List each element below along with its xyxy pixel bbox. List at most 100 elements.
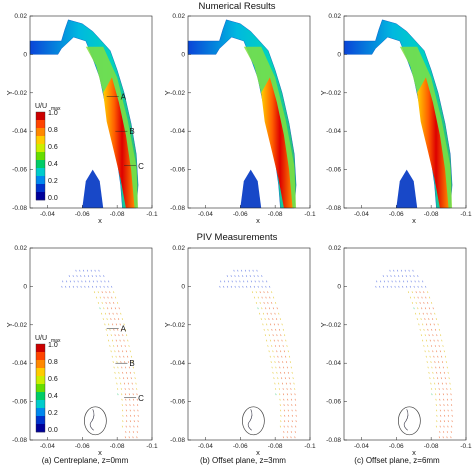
y-tick-label: -0.02	[170, 90, 185, 97]
y-axis-label: Y	[5, 322, 14, 327]
legend-level: 0.2	[48, 410, 58, 417]
y-tick-label: -0.08	[326, 205, 341, 212]
y-tick-label: -0.02	[12, 322, 27, 329]
panel-numerical-a: -0.04 -0.06 -0.08 -0.1 0.02 0 -0.02 -0.04 -0.06 -…	[5, 12, 158, 225]
x-tick-label: -0.04	[354, 443, 369, 450]
legend-level: 0.4	[48, 393, 58, 400]
flow-plot: -0.04 -0.06 -0.08 -0.1 0.02 0 -0.02 -0.04 -0.06 -…	[5, 13, 158, 225]
x-axis-label: x	[412, 216, 416, 225]
legend-level: 0.6	[48, 376, 58, 383]
legend-title: U/U	[35, 335, 47, 342]
flow-plot: -0.04 -0.06 -0.08 -0.1 0.02 0 -0.02 -0.04 -0.06 -…	[319, 13, 472, 225]
recirculation-swirl	[89, 409, 95, 431]
y-axis-label: Y	[163, 322, 172, 327]
high-velocity-jet	[103, 77, 135, 209]
legend-level: 0.2	[48, 178, 58, 185]
x-axis-label: x	[412, 448, 416, 457]
x-tick-label: -0.06	[233, 443, 248, 450]
x-tick-label: -0.06	[75, 443, 90, 450]
panel-numerical-c: -0.04 -0.06 -0.08 -0.1 0.02 0 -0.02 -0.04 -0.06 -…	[319, 12, 472, 225]
y-tick-label: -0.02	[326, 90, 341, 97]
y-tick-label: -0.04	[12, 360, 27, 367]
x-tick-label: -0.1	[146, 211, 158, 218]
x-tick-label: -0.1	[304, 443, 316, 450]
y-tick-label: -0.06	[170, 399, 185, 406]
x-axis-label: x	[98, 448, 102, 457]
x-axis-label: x	[256, 448, 260, 457]
x-axis-label: x	[98, 216, 102, 225]
legend-title-subscript: max	[51, 338, 61, 344]
x-tick-label: -0.1	[460, 443, 472, 450]
x-tick-label: -0.06	[75, 211, 90, 218]
y-tick-label: 0	[337, 51, 341, 58]
axes-frame	[187, 15, 311, 209]
x-tick-label: -0.08	[424, 443, 439, 450]
y-tick-label: -0.06	[12, 399, 27, 406]
y-tick-label: -0.04	[170, 128, 185, 135]
vector-field	[61, 269, 139, 439]
recirculation-region	[396, 169, 418, 208]
y-tick-label: 0.02	[328, 245, 341, 252]
y-tick-label: 0	[23, 283, 27, 290]
high-velocity-jet	[261, 77, 293, 209]
color-legend: 1.0 0.8 0.6 0.4 0.2 0.0 U/U max	[35, 103, 61, 202]
panel-numerical-b: -0.04 -0.06 -0.08 -0.1 0.02 0 -0.02 -0.04 -0.06 -…	[163, 12, 316, 225]
y-tick-label: -0.06	[170, 167, 185, 174]
x-tick-label: -0.04	[198, 211, 213, 218]
x-tick-label: -0.08	[110, 443, 125, 450]
legend-level: 1.0	[48, 110, 58, 117]
flow-plot: -0.04 -0.06 -0.08 -0.1 0.02 0 -0.02 -0.04 -0.06 -…	[5, 245, 158, 457]
y-tick-label: -0.02	[12, 90, 27, 97]
recirculation-region	[240, 169, 262, 208]
recirculation-circle	[398, 406, 421, 436]
y-tick-label: -0.08	[12, 437, 27, 444]
high-velocity-jet	[417, 77, 449, 209]
x-tick-label: -0.08	[268, 211, 283, 218]
annotation-c: C	[138, 394, 144, 403]
panel-piv-c: -0.04 -0.06 -0.08 -0.1 0.02 0 -0.02 -0.04 -0.06 -…	[319, 244, 472, 457]
y-axis-label: Y	[163, 90, 172, 95]
x-tick-label: -0.1	[460, 211, 472, 218]
x-tick-label: -0.1	[304, 211, 316, 218]
flow-plot: -0.04 -0.06 -0.08 -0.1 0.02 0 -0.02 -0.04 -0.06 -…	[319, 245, 472, 457]
axes-frame	[187, 247, 311, 441]
y-axis-label: Y	[319, 90, 328, 95]
legend-level: 0.4	[48, 161, 58, 168]
legend-level: 0.0	[48, 427, 58, 434]
x-axis-label: x	[256, 216, 260, 225]
vector-field	[219, 269, 297, 439]
legend-title-subscript: max	[51, 106, 61, 112]
y-tick-label: -0.06	[326, 399, 341, 406]
y-tick-label: 0.02	[14, 13, 27, 20]
x-tick-label: -0.06	[233, 211, 248, 218]
recirculation-swirl	[403, 409, 409, 431]
y-tick-label: 0.02	[328, 13, 341, 20]
caption-b: (b) Offset plane, z=3mm	[200, 456, 286, 465]
y-tick-label: -0.04	[170, 360, 185, 367]
y-tick-label: 0.02	[172, 245, 185, 252]
recirculation-circle	[242, 406, 265, 436]
annotation-b: B	[129, 127, 134, 136]
legend-level: 1.0	[48, 342, 58, 349]
legend-level: 0.6	[48, 144, 58, 151]
axes-frame	[343, 15, 467, 209]
axes-frame	[343, 247, 467, 441]
x-tick-label: -0.04	[198, 443, 213, 450]
x-tick-label: -0.04	[40, 211, 55, 218]
flow-plot: -0.04 -0.06 -0.08 -0.1 0.02 0 -0.02 -0.04 -0.06 -…	[163, 245, 316, 457]
annotation-a: A	[121, 325, 127, 334]
vector-field	[375, 269, 453, 439]
x-tick-label: -0.08	[424, 211, 439, 218]
y-tick-label: -0.04	[326, 360, 341, 367]
y-tick-label: -0.04	[12, 128, 27, 135]
color-legend: 1.0 0.8 0.6 0.4 0.2 0.0 U/U max	[35, 335, 61, 434]
y-tick-label: -0.02	[326, 322, 341, 329]
y-tick-label: 0	[181, 283, 185, 290]
recirculation-region	[82, 169, 104, 208]
y-tick-label: -0.08	[326, 437, 341, 444]
y-axis-label: Y	[319, 322, 328, 327]
y-tick-label: -0.08	[12, 205, 27, 212]
panel-piv-a: -0.04 -0.06 -0.08 -0.1 0.02 0 -0.02 -0.04 -0.06 -…	[5, 244, 158, 457]
panel-piv-b: -0.04 -0.06 -0.08 -0.1 0.02 0 -0.02 -0.04 -0.06 -…	[163, 244, 316, 457]
y-tick-label: 0.02	[14, 245, 27, 252]
